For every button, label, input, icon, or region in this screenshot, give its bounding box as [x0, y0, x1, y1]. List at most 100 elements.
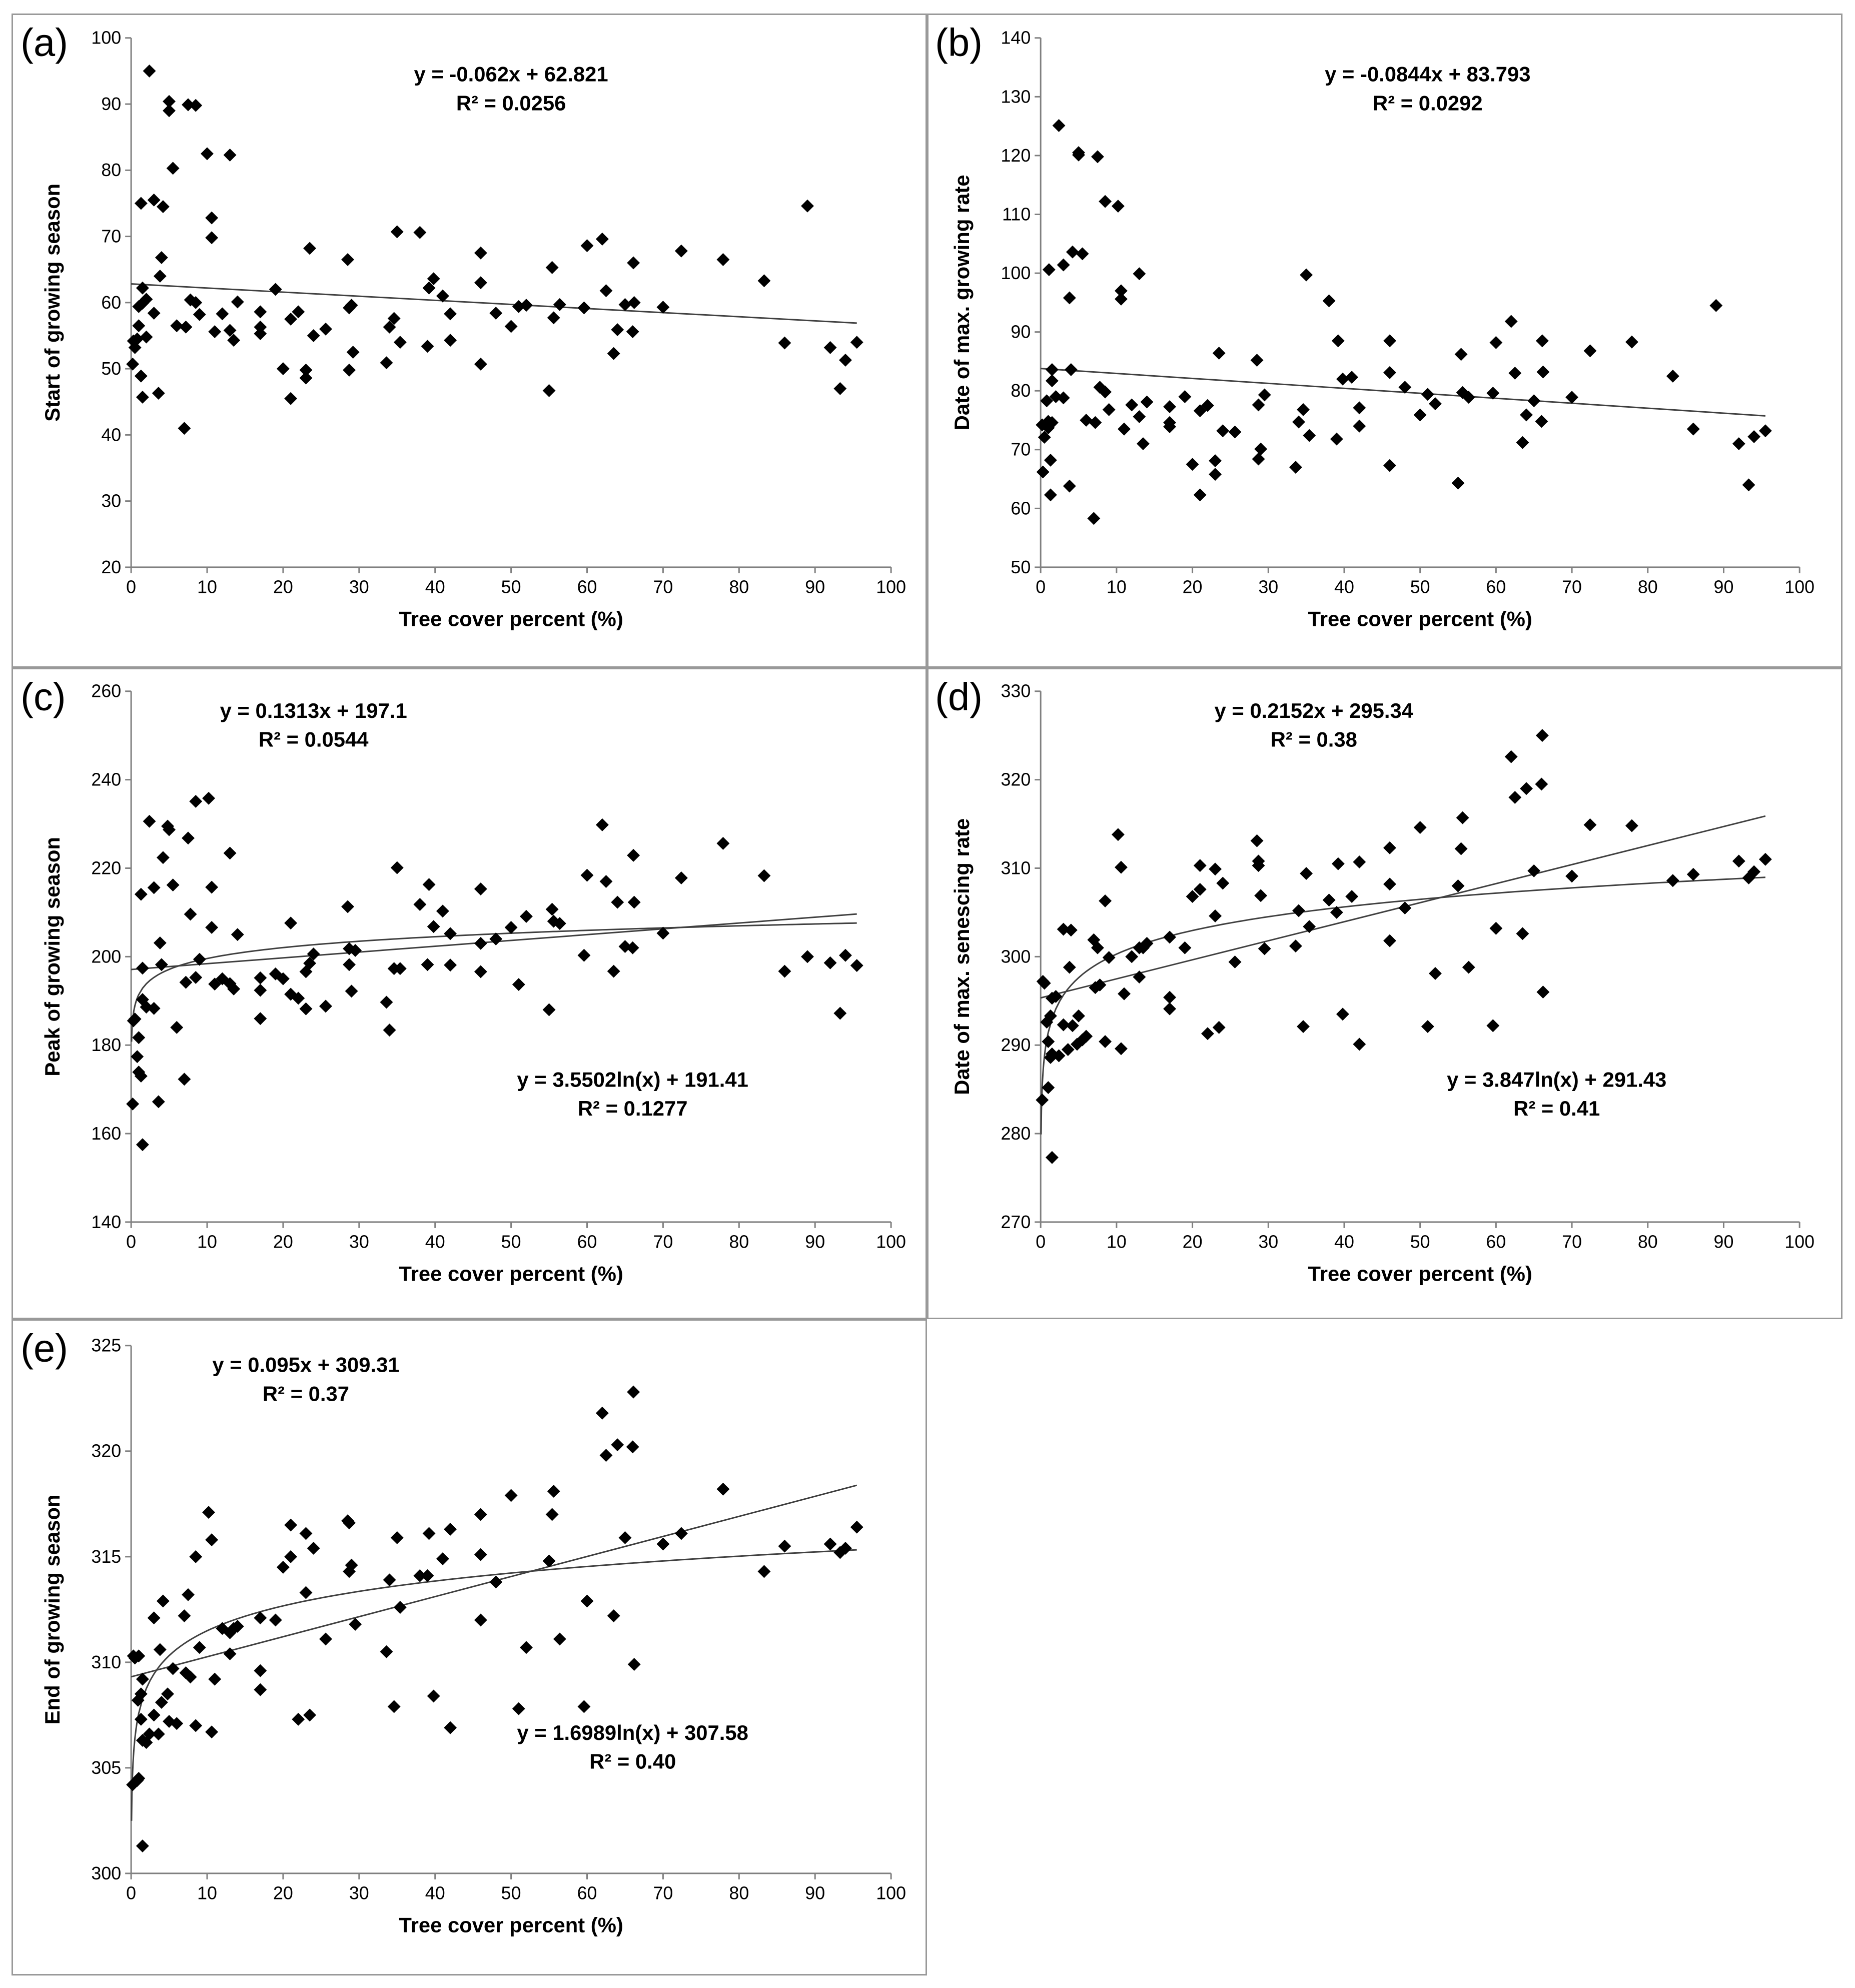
data-point — [1504, 750, 1518, 763]
data-point — [284, 1550, 298, 1563]
data-point — [1102, 951, 1116, 964]
data-point — [542, 384, 556, 397]
data-point — [1535, 415, 1548, 428]
panel-label: (a) — [21, 22, 68, 65]
data-point — [1486, 1019, 1500, 1033]
data-point — [299, 1002, 313, 1016]
data-point — [276, 972, 290, 985]
data-point — [444, 1523, 457, 1536]
data-point — [444, 334, 457, 347]
x-tick-label: 60 — [577, 1883, 597, 1903]
y-tick-label: 310 — [91, 1652, 121, 1672]
data-point — [1331, 857, 1345, 870]
data-point — [349, 1617, 362, 1631]
data-point — [189, 296, 203, 309]
data-point — [1508, 791, 1522, 804]
data-point — [299, 1586, 313, 1599]
data-point — [1099, 1035, 1112, 1049]
data-point — [1353, 855, 1366, 869]
data-point — [343, 363, 356, 377]
data-point — [520, 299, 533, 312]
data-point — [303, 1708, 317, 1722]
y-tick-label: 60 — [1011, 498, 1031, 518]
data-point — [1080, 1030, 1093, 1043]
data-point — [170, 1717, 184, 1730]
data-point — [626, 941, 639, 954]
chart-svg: (c) 0 10 20 30 40 50 60 70 80 90 100 140 160 180 200 220… — [21, 676, 906, 1286]
data-point — [611, 1438, 624, 1452]
data-point — [545, 1508, 559, 1521]
data-point — [1732, 437, 1745, 450]
data-point — [1193, 488, 1207, 502]
data-point — [504, 921, 518, 934]
data-point — [205, 880, 219, 894]
data-point — [208, 1672, 222, 1686]
fit-r-squared: R² = 0.38 — [1271, 728, 1357, 751]
data-point — [1118, 987, 1131, 1001]
data-point — [1209, 468, 1222, 481]
data-point — [1036, 1093, 1049, 1107]
y-tick-label: 50 — [1011, 557, 1031, 577]
data-point — [1063, 960, 1076, 974]
data-point — [839, 353, 852, 367]
data-point — [390, 225, 404, 239]
x-tick-label: 20 — [1183, 577, 1203, 597]
data-point — [1331, 334, 1345, 348]
x-tick-label: 100 — [876, 577, 906, 597]
data-point — [595, 818, 609, 831]
data-point — [155, 1696, 168, 1709]
y-tick-label: 290 — [1001, 1035, 1031, 1055]
data-point — [152, 387, 165, 400]
data-point — [413, 226, 427, 239]
data-point — [595, 232, 609, 246]
data-point — [307, 329, 320, 342]
data-point — [202, 1506, 215, 1519]
data-point — [1252, 452, 1265, 466]
x-tick-label: 20 — [273, 577, 293, 597]
data-point — [778, 964, 791, 978]
data-point — [136, 391, 149, 404]
data-point — [1066, 245, 1079, 259]
data-point — [153, 1643, 167, 1656]
data-point — [674, 871, 688, 884]
data-point — [254, 1012, 267, 1026]
x-tick-label: 0 — [1036, 1232, 1046, 1252]
x-tick-label: 100 — [1784, 577, 1814, 597]
data-point — [153, 936, 167, 949]
panel-a: (a) 0 10 20 30 40 50 60 70 80 90 100 20 30 40 50 60 70 80 9… — [12, 14, 927, 668]
x-tick-label: 50 — [1410, 1232, 1430, 1252]
data-point — [1383, 459, 1396, 472]
x-tick-label: 90 — [805, 1232, 825, 1252]
data-point — [627, 256, 640, 270]
data-point — [512, 1702, 525, 1715]
data-point — [1045, 363, 1059, 376]
data-point — [1686, 867, 1700, 881]
x-tick-label: 30 — [349, 1883, 369, 1903]
data-point — [1520, 408, 1533, 422]
data-point — [1252, 398, 1265, 412]
data-point — [1193, 859, 1207, 872]
data-point — [1115, 860, 1128, 874]
data-point — [299, 371, 313, 385]
data-point — [383, 1573, 396, 1587]
x-tick-label: 20 — [273, 1883, 293, 1903]
chart-svg: (a) 0 10 20 30 40 50 60 70 80 90 100 20 30 40 50 60 70 80 9… — [21, 22, 906, 631]
data-point — [1163, 930, 1177, 944]
data-point — [132, 319, 146, 333]
data-point — [839, 948, 852, 962]
y-tick-label: 305 — [91, 1758, 121, 1778]
data-point — [1091, 150, 1104, 164]
data-point — [1536, 985, 1550, 999]
data-point — [427, 272, 440, 286]
data-point — [1057, 258, 1070, 272]
data-point — [1209, 909, 1222, 922]
data-point — [850, 336, 863, 349]
panel-c: (c) 0 10 20 30 40 50 60 70 80 90 100 140 160 180 200 220… — [12, 668, 927, 1319]
data-point — [1383, 366, 1396, 379]
y-tick-label: 260 — [91, 681, 121, 701]
data-point — [421, 1569, 434, 1582]
data-point — [599, 875, 613, 888]
data-point — [627, 1385, 640, 1399]
x-tick-label: 90 — [1714, 1232, 1734, 1252]
data-point — [223, 148, 237, 162]
